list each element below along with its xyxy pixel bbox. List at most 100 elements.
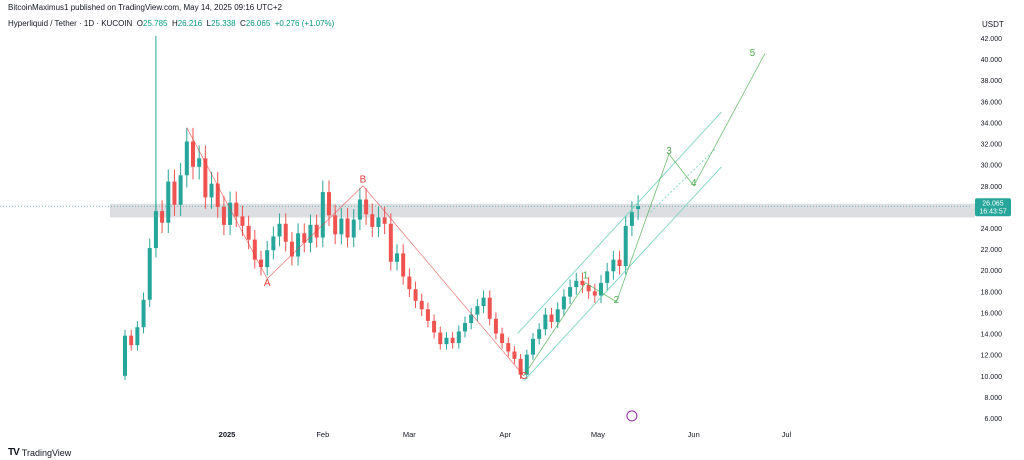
candle-body: [265, 250, 270, 268]
correction-line: [362, 185, 524, 377]
candle-body: [376, 217, 381, 227]
candle-body: [289, 241, 294, 257]
candle-body: [444, 337, 449, 345]
x-tick-label: Mar: [403, 430, 416, 439]
y-tick-label: 8.000: [984, 395, 1002, 402]
candles-group: [123, 127, 641, 380]
candle-body: [524, 354, 529, 375]
candle-body: [209, 183, 214, 198]
event-icon: [626, 410, 638, 422]
low-value: 25.338: [211, 19, 236, 28]
candle-body: [623, 225, 628, 266]
wave-label-B: B: [360, 175, 367, 186]
candle-body: [302, 233, 307, 243]
candle-body: [629, 212, 634, 226]
candle-body: [172, 181, 177, 205]
x-tick-label: 2025: [219, 430, 236, 439]
candle-body: [215, 183, 220, 207]
candle-body: [327, 192, 331, 216]
candle-body: [425, 309, 430, 321]
candle-body: [580, 280, 585, 285]
wave-label-5: 5: [750, 48, 756, 59]
x-tick-label: Jun: [688, 430, 700, 439]
candle-body: [419, 300, 424, 310]
candle-body: [432, 320, 437, 333]
y-tick-label: 24.000: [981, 226, 1003, 233]
candle-body: [531, 338, 535, 355]
candle-body: [592, 291, 597, 296]
candle-body: [153, 211, 158, 249]
candle-body: [512, 351, 517, 359]
candle-body: [191, 141, 195, 167]
candle-body: [438, 332, 443, 345]
candle-body: [339, 218, 344, 235]
candle-body: [320, 192, 325, 238]
candle-body: [636, 206, 641, 209]
candle-body: [469, 314, 474, 323]
candle-body: [537, 329, 542, 339]
candle-body: [283, 223, 288, 242]
wave-label-4: 4: [691, 178, 697, 189]
x-tick-label: Feb: [316, 430, 329, 439]
candle-body: [277, 223, 282, 237]
candle-body: [617, 259, 622, 266]
candle-body: [184, 141, 189, 176]
candle-body: [382, 217, 387, 224]
axis-currency: USDT: [982, 20, 1004, 29]
y-tick-label: 18.000: [981, 289, 1003, 296]
y-tick-label: 32.000: [981, 142, 1003, 149]
price-tag-value: 26.065: [982, 201, 1004, 208]
tradingview-logo-icon: TV: [8, 447, 20, 458]
candle-body: [561, 296, 566, 310]
candle-body: [296, 233, 301, 257]
x-tick-label: May: [591, 430, 605, 439]
candle-body: [271, 236, 276, 251]
candle-body: [500, 333, 505, 344]
candle-body: [246, 225, 251, 240]
candle-body: [574, 280, 579, 288]
candle-body: [450, 337, 455, 344]
publish-info: BitcoinMaximus1 published on TradingView…: [8, 3, 283, 12]
close-label: C: [240, 19, 246, 28]
candle-body: [345, 218, 350, 238]
candle-body: [401, 253, 406, 277]
candle-body: [197, 158, 202, 167]
channel-line: [517, 111, 722, 334]
candle-body: [240, 216, 245, 226]
wave-label-2: 2: [614, 295, 620, 306]
brand-name: TradingView: [21, 447, 72, 458]
candle-body: [308, 224, 313, 243]
high-label: H: [171, 19, 178, 28]
y-tick-label: 30.000: [981, 163, 1003, 170]
impulse-projection: [523, 53, 766, 376]
candle-body: [259, 259, 263, 268]
candle-body: [463, 323, 467, 332]
symbol-name: Hyperliquid / Tether · 1D · KUCOIN: [8, 19, 133, 28]
wave-label-3: 3: [666, 146, 672, 157]
candle-body: [493, 318, 498, 334]
candle-body: [555, 309, 560, 322]
close-value: 26.065: [245, 19, 271, 28]
candle-body: [123, 335, 127, 376]
resistance-zone: [110, 203, 975, 218]
wave-label-A: A: [264, 278, 271, 289]
candle-body: [166, 181, 171, 223]
y-tick-label: 16.000: [981, 310, 1003, 317]
candle-body: [388, 223, 393, 262]
open-label: O: [136, 19, 144, 28]
candle-body: [351, 219, 356, 238]
candle-body: [549, 314, 554, 322]
open-value: 25.785: [143, 19, 168, 28]
y-tick-label: 34.000: [981, 120, 1003, 127]
low-label: L: [206, 19, 212, 28]
y-tick-label: 36.000: [981, 99, 1003, 106]
wave-label-1: 1: [583, 271, 589, 282]
channel-line: [523, 166, 722, 382]
candle-body: [586, 285, 591, 292]
candle-body: [333, 215, 338, 235]
candle-body: [203, 158, 208, 198]
candle-body: [481, 297, 486, 307]
price-tag-countdown: 16:43:57: [979, 209, 1006, 216]
y-tick-label: 6.000: [984, 416, 1002, 423]
